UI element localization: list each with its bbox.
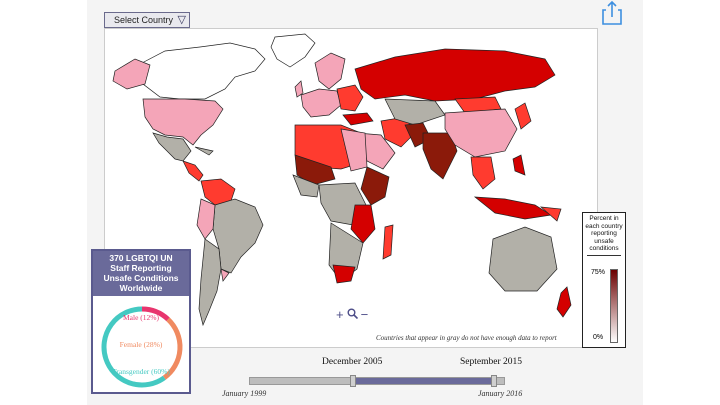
timeline-slider[interactable] [249,375,505,387]
legend-gradient-bar [610,269,618,343]
zoom-in-button[interactable]: + [336,307,344,322]
start-handle[interactable] [350,375,356,387]
indonesia [473,196,552,220]
central-asia [384,98,446,126]
transgender-arc [101,306,166,388]
map-note: Countries that appear in gray do not hav… [376,334,557,342]
stats-heading-line: 370 LGBTQI UN [109,253,173,263]
timeline-max-label: January 2016 [478,389,523,398]
western-europe [300,88,342,118]
stats-heading: 370 LGBTQI UN Staff Reporting Unsafe Con… [93,251,189,296]
male-arc [141,306,170,322]
chevron-down-icon: ▽ [177,14,186,26]
legend-title-line: each country [585,222,623,230]
alaska [112,58,151,90]
gender-ring-chart [101,306,183,388]
magnifier-icon[interactable] [347,307,358,322]
stats-panel: 370 LGBTQI UN Staff Reporting Unsafe Con… [91,249,191,394]
zoom-controls: + − [336,307,368,322]
usa [142,98,224,146]
legend-min-label: 0% [593,334,604,341]
scandinavia [314,52,346,90]
legend-max-label: 75% [591,269,606,276]
end-date-label: September 2015 [460,357,523,367]
peru-bolivia [196,198,216,240]
korea-japan [514,102,532,130]
legend-title-line: Percent in [589,215,619,222]
sahel [294,154,336,186]
transgender-label: Transgender (60%) [112,367,170,376]
map-svg [112,33,572,327]
greenland [270,33,316,68]
zoom-out-button[interactable]: − [360,307,369,322]
horn-of-africa [360,166,390,206]
stats-heading-line: Staff Reporting [110,263,172,273]
stats-heading-line: Unsafe Conditions [103,273,179,283]
turkey [342,112,374,126]
male-label: Male (12%) [122,313,160,322]
russia [354,48,556,102]
new-zealand [556,286,572,318]
papua-new-guinea [539,206,562,222]
end-handle[interactable] [491,375,497,387]
southeast-asia [470,156,496,190]
legend-divider [587,254,621,256]
select-country-dropdown[interactable]: Select Country ▽ [104,12,190,28]
madagascar [382,224,394,260]
legend-title: Percent in each country reporting unsafe… [583,213,625,253]
share-icon[interactable] [600,0,624,26]
australia [488,226,558,292]
west-africa [292,174,320,198]
south-africa [332,264,356,284]
brazil [212,198,264,274]
argentina-chile [198,238,222,327]
central-america [182,160,204,182]
china [444,108,518,158]
female-arc [162,317,183,380]
uk [294,80,304,98]
timeline-selected-range [353,378,495,384]
color-legend: Percent in each country reporting unsafe… [582,212,626,348]
timeline-min-label: January 1999 [222,389,267,398]
stats-heading-line: Worldwide [119,283,163,293]
canada [139,42,266,100]
cuba [194,146,214,156]
legend-title-line: reporting [591,230,617,237]
east-africa [350,204,376,244]
select-country-label: Select Country [114,15,174,25]
legend-title-line: conditions [589,245,619,252]
uruguay [220,268,230,282]
philippines [512,154,526,176]
eastern-europe [336,84,364,112]
female-label: Female (28%) [119,340,163,349]
legend-title-line: unsafe [594,237,614,245]
start-date-label: December 2005 [322,357,383,367]
